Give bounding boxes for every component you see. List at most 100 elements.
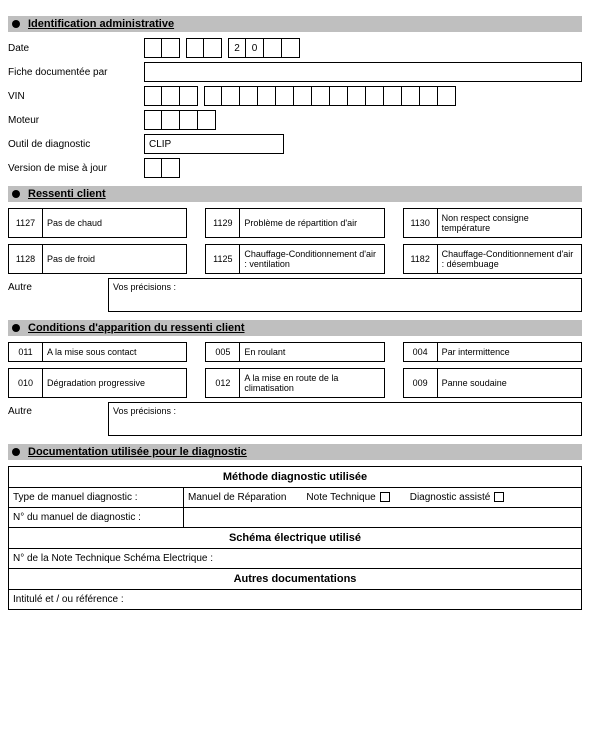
item-code: 1129: [206, 209, 240, 237]
item-text: Chauffage-Conditionnement d'air : ventil…: [240, 245, 383, 273]
vin-cell[interactable]: [384, 86, 402, 106]
ressenti-item[interactable]: 1128 Pas de froid: [8, 244, 187, 274]
vin-cell[interactable]: [438, 86, 456, 106]
vin-cell[interactable]: [162, 86, 180, 106]
doc-row-type: Type de manuel diagnostic : Manuel de Ré…: [9, 488, 581, 508]
vin-cell[interactable]: [258, 86, 276, 106]
vin-cell[interactable]: [348, 86, 366, 106]
option-note[interactable]: Note Technique: [306, 492, 389, 503]
type-options: Manuel de Réparation Note Technique Diag…: [184, 488, 581, 507]
section-title: Documentation utilisée pour le diagnosti…: [28, 446, 247, 458]
ressenti-item[interactable]: 1130 Non respect consigne température: [403, 208, 582, 238]
outil-value[interactable]: CLIP: [144, 134, 284, 154]
row-moteur: Moteur: [8, 110, 582, 130]
bullet-icon: [12, 448, 20, 456]
method-header: Méthode diagnostic utilisée: [9, 467, 581, 488]
vin-cell[interactable]: [204, 86, 222, 106]
section-title: Ressenti client: [28, 188, 106, 200]
vin-cell[interactable]: [312, 86, 330, 106]
vin-cell[interactable]: [240, 86, 258, 106]
vin-cell[interactable]: [144, 86, 162, 106]
label-type-manuel: Type de manuel diagnostic :: [9, 488, 184, 507]
item-text: A la mise sous contact: [43, 343, 186, 361]
label-date: Date: [8, 43, 138, 54]
condition-item[interactable]: 009 Panne soudaine: [403, 368, 582, 398]
bullet-icon: [12, 20, 20, 28]
item-code: 1130: [404, 209, 438, 237]
schema-header: Schéma électrique utilisé: [9, 528, 581, 549]
bullet-icon: [12, 190, 20, 198]
item-text: Pas de froid: [43, 245, 186, 273]
vin-cell[interactable]: [294, 86, 312, 106]
moteur-cells: [144, 110, 216, 130]
ressenti-item[interactable]: 1125 Chauffage-Conditionnement d'air : v…: [205, 244, 384, 274]
section-header-ressenti: Ressenti client: [8, 186, 582, 202]
date-cell[interactable]: [186, 38, 204, 58]
vin-cell[interactable]: [402, 86, 420, 106]
label-vin: VIN: [8, 91, 138, 102]
date-cells-group2: [186, 38, 222, 58]
date-cell[interactable]: 0: [246, 38, 264, 58]
option-assiste[interactable]: Diagnostic assisté: [410, 492, 505, 503]
date-cells-group3: 2 0: [228, 38, 300, 58]
label-outil: Outil de diagnostic: [8, 139, 138, 150]
vin-cell[interactable]: [420, 86, 438, 106]
item-text: Panne soudaine: [438, 369, 581, 397]
moteur-cell[interactable]: [198, 110, 216, 130]
fiche-input[interactable]: [144, 62, 582, 82]
vin-cell[interactable]: [366, 86, 384, 106]
vin-cell[interactable]: [222, 86, 240, 106]
checkbox-icon[interactable]: [494, 492, 504, 502]
condition-item[interactable]: 005 En roulant: [205, 342, 384, 362]
doc-row-num-manuel: N° du manuel de diagnostic :: [9, 508, 581, 528]
date-cell[interactable]: 2: [228, 38, 246, 58]
condition-item[interactable]: 011 A la mise sous contact: [8, 342, 187, 362]
vin-cell[interactable]: [276, 86, 294, 106]
version-cells: [144, 158, 180, 178]
item-text: A la mise en route de la climatisation: [240, 369, 383, 397]
label-num-note: N° de la Note Technique Schéma Electriqu…: [9, 549, 217, 568]
item-text: Pas de chaud: [43, 209, 186, 237]
section-title: Conditions d'apparition du ressenti clie…: [28, 322, 245, 334]
item-code: 004: [404, 343, 438, 361]
checkbox-icon[interactable]: [380, 492, 390, 502]
date-cell[interactable]: [204, 38, 222, 58]
doc-row-intitule: Intitulé et / ou référence :: [9, 590, 581, 609]
item-code: 1125: [206, 245, 240, 273]
doc-table: Méthode diagnostic utilisée Type de manu…: [8, 466, 582, 610]
date-cell[interactable]: [162, 38, 180, 58]
date-cells-group1: [144, 38, 180, 58]
label-version: Version de mise à jour: [8, 163, 138, 174]
condition-item[interactable]: 004 Par intermittence: [403, 342, 582, 362]
vin-cell[interactable]: [180, 86, 198, 106]
row-date: Date 2 0: [8, 38, 582, 58]
condition-item[interactable]: 012 A la mise en route de la climatisati…: [205, 368, 384, 398]
ressenti-item[interactable]: 1182 Chauffage-Conditionnement d'air : d…: [403, 244, 582, 274]
label-autre: Autre: [8, 402, 98, 436]
row-vin: VIN: [8, 86, 582, 106]
ressenti-item[interactable]: 1129 Problème de répartition d'air: [205, 208, 384, 238]
date-cell[interactable]: [264, 38, 282, 58]
autre-input[interactable]: Vos précisions :: [108, 278, 582, 312]
moteur-cell[interactable]: [180, 110, 198, 130]
item-text: Dégradation progressive: [43, 369, 186, 397]
row-version: Version de mise à jour: [8, 158, 582, 178]
date-cell[interactable]: [282, 38, 300, 58]
row-fiche: Fiche documentée par: [8, 62, 582, 82]
autre-input[interactable]: Vos précisions :: [108, 402, 582, 436]
item-text: Non respect consigne température: [438, 209, 581, 237]
moteur-cell[interactable]: [144, 110, 162, 130]
ressenti-item[interactable]: 1127 Pas de chaud: [8, 208, 187, 238]
vin-cell[interactable]: [330, 86, 348, 106]
label-intitule: Intitulé et / ou référence :: [9, 590, 128, 609]
item-code: 010: [9, 369, 43, 397]
item-text: Problème de répartition d'air: [240, 209, 383, 237]
condition-item[interactable]: 010 Dégradation progressive: [8, 368, 187, 398]
num-manuel-input[interactable]: [184, 508, 581, 527]
label-fiche: Fiche documentée par: [8, 67, 138, 78]
section-header-identification: Identification administrative: [8, 16, 582, 32]
moteur-cell[interactable]: [162, 110, 180, 130]
version-cell[interactable]: [144, 158, 162, 178]
date-cell[interactable]: [144, 38, 162, 58]
version-cell[interactable]: [162, 158, 180, 178]
